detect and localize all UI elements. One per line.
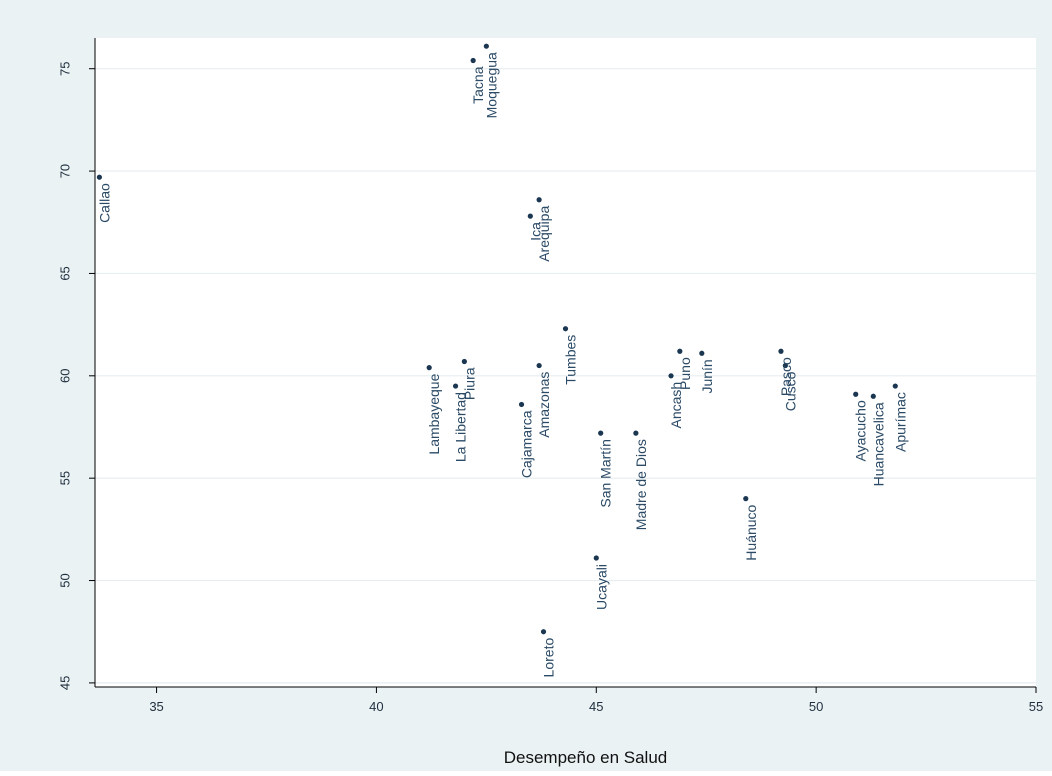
data-label: Tumbes bbox=[563, 335, 579, 385]
data-point bbox=[598, 430, 604, 436]
x-axis-title: Desempeño en Salud bbox=[504, 748, 668, 767]
x-tick-label: 45 bbox=[589, 699, 603, 714]
y-tick-label: 75 bbox=[58, 61, 73, 75]
data-label: Ayacucho bbox=[853, 400, 869, 461]
data-label: Pasco bbox=[778, 357, 794, 396]
data-label: Cusco bbox=[782, 371, 798, 411]
y-tick-label: 50 bbox=[58, 573, 73, 587]
data-label: Ancash bbox=[668, 382, 684, 429]
data-point bbox=[426, 365, 432, 371]
data-point bbox=[699, 350, 705, 356]
data-point bbox=[677, 348, 683, 354]
data-label: Ucayali bbox=[593, 564, 609, 610]
x-tick-label: 50 bbox=[809, 699, 823, 714]
data-label: Puno bbox=[677, 357, 693, 390]
data-point bbox=[782, 362, 788, 369]
data-label: Cajamarca bbox=[519, 410, 535, 478]
data-point bbox=[853, 391, 859, 397]
y-tick-label: 55 bbox=[58, 471, 73, 485]
data-points bbox=[96, 43, 898, 635]
data-point bbox=[633, 430, 639, 436]
data-point bbox=[536, 197, 542, 203]
y-tick-label: 65 bbox=[58, 266, 73, 280]
data-point bbox=[452, 383, 459, 389]
data-label: San Martín bbox=[598, 439, 614, 507]
data-label: Huánuco bbox=[743, 504, 759, 560]
data-point bbox=[743, 496, 749, 502]
data-point bbox=[892, 383, 898, 389]
y-tick-label: 45 bbox=[58, 676, 73, 690]
data-point bbox=[562, 326, 569, 332]
data-point bbox=[483, 43, 489, 49]
data-label: Tacna bbox=[470, 66, 486, 104]
y-tick-label: 70 bbox=[58, 164, 73, 178]
axes: 45 50 55 60 65 70 75 35 40 45 50 55 bbox=[58, 38, 1043, 714]
y-tick-label: 60 bbox=[58, 369, 73, 383]
data-label: La Libertad bbox=[453, 392, 469, 462]
data-label: Arequipa bbox=[536, 206, 552, 262]
data-label: Huancavelica bbox=[870, 402, 886, 486]
data-point bbox=[540, 629, 547, 635]
plot-area bbox=[95, 38, 1036, 687]
x-tick-label: 40 bbox=[369, 699, 383, 714]
data-label: Lambayeque bbox=[426, 373, 442, 454]
data-point bbox=[778, 348, 784, 354]
data-label: Apurímac bbox=[892, 392, 908, 452]
data-point bbox=[96, 174, 102, 180]
data-point bbox=[536, 362, 542, 369]
data-point bbox=[527, 213, 533, 219]
x-tick-label: 55 bbox=[1029, 699, 1043, 714]
data-label: Callao bbox=[96, 183, 112, 223]
data-label: Moquegua bbox=[483, 52, 499, 118]
data-label: Madre de Dios bbox=[633, 439, 649, 530]
grid-lines bbox=[95, 68, 1036, 684]
data-point bbox=[668, 373, 674, 379]
data-label: Ica bbox=[527, 222, 543, 241]
data-label: Junín bbox=[699, 359, 715, 393]
data-point bbox=[461, 358, 467, 365]
data-label: Amazonas bbox=[536, 372, 552, 438]
data-label: Piura bbox=[461, 367, 477, 400]
data-point bbox=[470, 57, 476, 64]
data-point bbox=[593, 555, 599, 561]
data-point bbox=[518, 401, 525, 408]
data-label: Loreto bbox=[541, 638, 557, 678]
x-tick-label: 35 bbox=[149, 699, 163, 714]
data-point bbox=[870, 393, 876, 399]
